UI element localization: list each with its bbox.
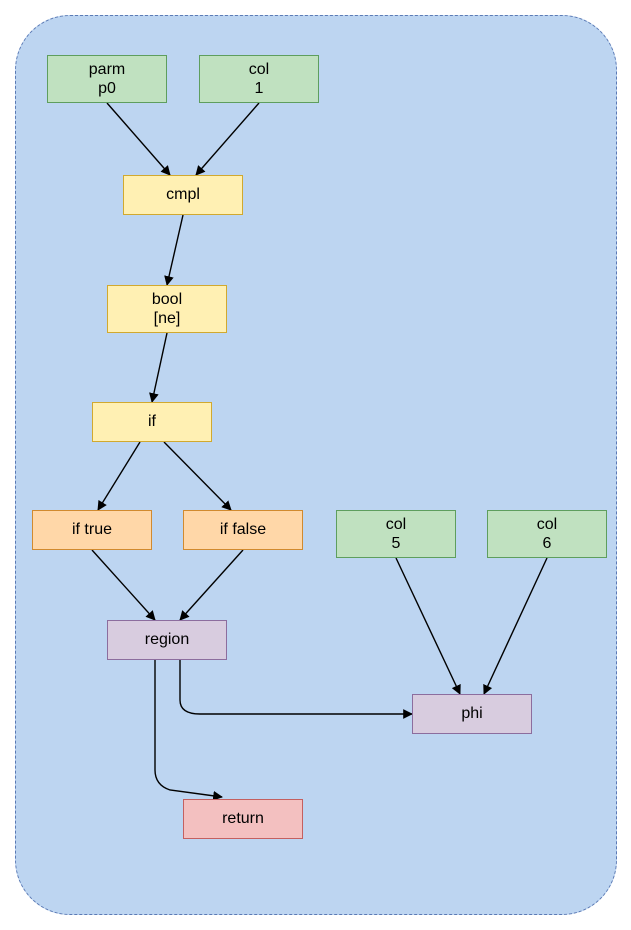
node-parm-line0: parm: [89, 60, 125, 79]
node-col5: col5: [336, 510, 456, 558]
node-col1-line0: col: [249, 60, 269, 79]
node-region: region: [107, 620, 227, 660]
node-cmpl: cmpl: [123, 175, 243, 215]
diagram-canvas: { "canvas": { "width": 631, "height": 93…: [0, 0, 631, 930]
node-region-line0: region: [145, 630, 189, 649]
node-col5-line0: col: [386, 515, 406, 534]
node-col1-line1: 1: [255, 79, 264, 98]
node-bool-line0: bool: [152, 290, 182, 309]
node-iftrue: if true: [32, 510, 152, 550]
node-col6-line1: 6: [543, 534, 552, 553]
node-cmpl-line0: cmpl: [166, 185, 200, 204]
node-phi-line0: phi: [461, 704, 482, 723]
node-bool-line1: [ne]: [154, 309, 181, 328]
node-parm: parmp0: [47, 55, 167, 103]
node-col1: col1: [199, 55, 319, 103]
node-col6-line0: col: [537, 515, 557, 534]
node-parm-line1: p0: [98, 79, 116, 98]
node-return-line0: return: [222, 809, 264, 828]
node-if: if: [92, 402, 212, 442]
node-iffalse: if false: [183, 510, 303, 550]
node-iftrue-line0: if true: [72, 520, 112, 539]
node-col5-line1: 5: [392, 534, 401, 553]
node-return: return: [183, 799, 303, 839]
background-container: [15, 15, 617, 915]
node-iffalse-line0: if false: [220, 520, 266, 539]
node-col6: col6: [487, 510, 607, 558]
node-bool: bool[ne]: [107, 285, 227, 333]
node-phi: phi: [412, 694, 532, 734]
node-if-line0: if: [148, 412, 156, 431]
